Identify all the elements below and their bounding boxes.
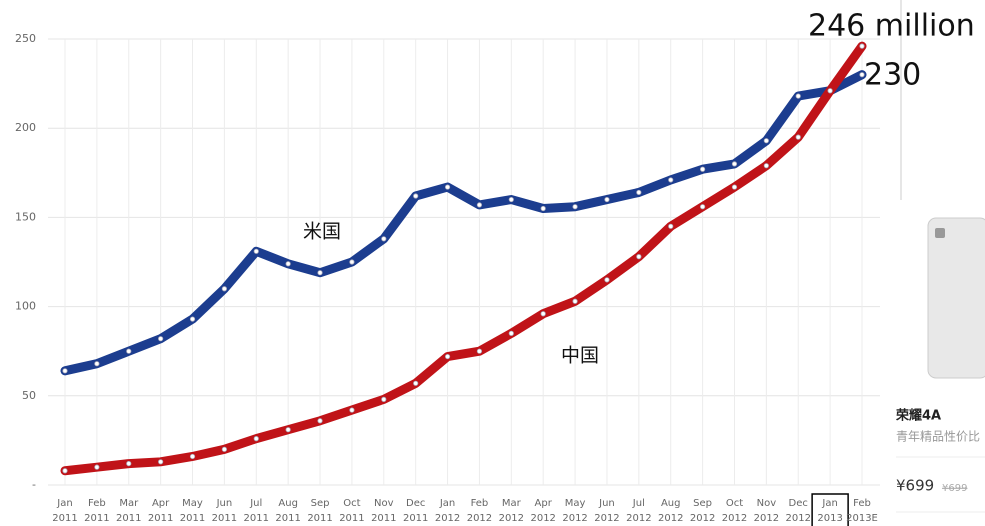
point xyxy=(508,330,514,336)
point xyxy=(444,184,451,190)
point xyxy=(285,261,291,267)
y-tick-label: 50 xyxy=(22,389,36,402)
point xyxy=(444,353,451,360)
point xyxy=(126,348,132,354)
point xyxy=(540,205,546,212)
point xyxy=(668,177,674,183)
old-price: ¥699 xyxy=(942,483,967,494)
x-tick-label: Jul 2011 xyxy=(244,498,269,524)
point xyxy=(699,166,706,172)
point xyxy=(859,43,865,49)
price: ¥699 xyxy=(896,477,934,495)
point xyxy=(221,446,227,452)
point xyxy=(540,311,546,317)
point xyxy=(668,223,674,229)
x-tick-label: Sep 2012 xyxy=(690,498,715,524)
point xyxy=(827,88,833,94)
x-tick-label: Feb 2013E xyxy=(846,498,878,524)
point xyxy=(381,396,387,402)
x-tick-label: Mar 2011 xyxy=(116,498,141,524)
point xyxy=(476,202,483,208)
x-tick-label: Sep 2011 xyxy=(307,498,332,524)
x-tick-label: Jun 2012 xyxy=(594,498,619,524)
x-tick-label: Jan 2012 xyxy=(435,498,460,524)
point xyxy=(572,204,578,210)
point xyxy=(763,163,769,169)
point xyxy=(189,453,196,460)
x-tick-label: Oct 2012 xyxy=(722,498,747,524)
x-tick-label: Jan 2011 xyxy=(52,498,77,524)
point xyxy=(126,460,132,467)
point xyxy=(572,298,578,304)
point xyxy=(62,368,68,374)
point xyxy=(508,196,514,203)
product-name: 荣耀4A xyxy=(895,408,941,424)
point xyxy=(317,418,323,424)
point xyxy=(795,134,801,140)
x-tick-label: Oct 2011 xyxy=(339,498,364,524)
point xyxy=(158,336,164,342)
series-label: 米国 xyxy=(303,221,341,243)
point xyxy=(285,427,291,433)
point xyxy=(94,464,100,470)
point xyxy=(731,184,738,190)
x-tick-label: Aug 2012 xyxy=(658,498,683,524)
y-tick-label: 200 xyxy=(15,121,36,134)
x-tick-label: Apr 2012 xyxy=(530,498,555,524)
annotation: 230 xyxy=(864,58,921,93)
x-tick-label: Apr 2011 xyxy=(148,498,173,524)
point xyxy=(604,277,610,283)
y-tick-label: 100 xyxy=(15,300,36,313)
x-tick-label: Jul 2012 xyxy=(626,498,651,524)
x-tick-label: Nov 2012 xyxy=(754,498,779,524)
point xyxy=(604,196,610,203)
point xyxy=(476,348,483,354)
point xyxy=(763,138,769,144)
x-tick-label: Dec 2012 xyxy=(786,498,811,524)
x-tick-label: Jan 2013 xyxy=(817,498,842,524)
point xyxy=(413,193,419,199)
point xyxy=(317,270,323,276)
x-tick-label: Feb 2012 xyxy=(467,498,492,524)
x-tick-label: Dec 2011 xyxy=(403,498,428,524)
y-tick-label: 150 xyxy=(15,210,36,223)
point xyxy=(349,259,355,265)
point xyxy=(94,361,100,367)
series-line xyxy=(60,41,867,476)
y-tick-label: - xyxy=(32,478,36,491)
point xyxy=(158,459,164,465)
x-tick-label: Mar 2012 xyxy=(499,498,524,524)
point xyxy=(636,189,642,196)
annotation: 246 million xyxy=(808,9,975,44)
product-tagline: 青年精品性价比 xyxy=(896,430,980,444)
series-label: 中国 xyxy=(561,345,599,367)
point xyxy=(699,204,706,210)
point xyxy=(349,407,355,413)
series-line xyxy=(60,70,867,376)
point xyxy=(62,468,68,474)
y-tick-label: 250 xyxy=(15,32,36,45)
highlight-box xyxy=(811,493,849,526)
x-tick-label: Aug 2011 xyxy=(275,498,300,524)
x-tick-label: May 2012 xyxy=(562,498,587,524)
point xyxy=(189,316,196,322)
x-tick-label: Jun 2011 xyxy=(212,498,237,524)
point xyxy=(221,286,227,292)
point xyxy=(413,380,419,386)
phone-camera xyxy=(935,228,945,238)
point xyxy=(253,248,259,254)
point xyxy=(731,161,738,167)
point xyxy=(381,236,387,242)
x-tick-label: May 2011 xyxy=(180,498,205,524)
x-tick-label: Feb 2011 xyxy=(84,498,109,524)
point xyxy=(636,254,642,260)
point xyxy=(253,436,259,442)
point xyxy=(859,72,865,78)
phone-image xyxy=(927,217,985,379)
x-tick-label: Nov 2011 xyxy=(371,498,396,524)
point xyxy=(795,93,801,99)
